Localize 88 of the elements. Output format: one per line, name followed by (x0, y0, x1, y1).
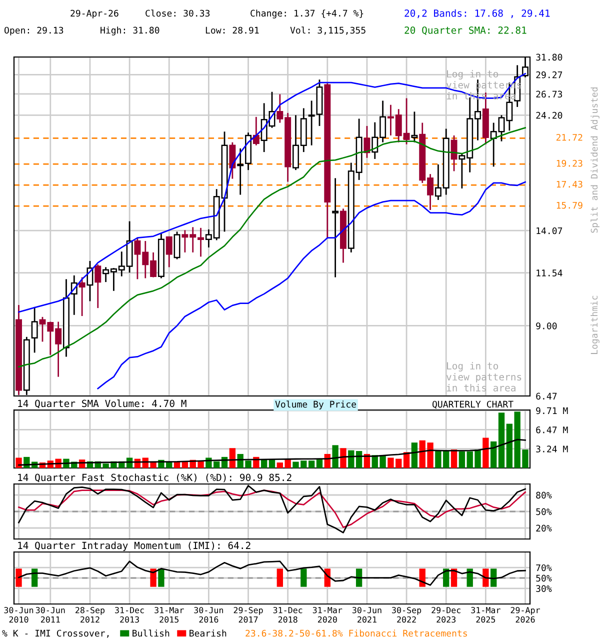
bar (340, 448, 346, 468)
bar (16, 458, 22, 468)
x-tick-label: 30-Jun 2021 (352, 606, 382, 623)
y-tick-label: 80% (536, 492, 552, 499)
x-tick-label: 31-Mar 2025 (471, 606, 500, 623)
text: Close: 30.33 (146, 10, 210, 17)
text: QUARTERLY CHART (432, 400, 514, 409)
text: Logarithmic (590, 296, 600, 354)
candlestick (78, 276, 86, 317)
bar (411, 442, 418, 468)
y-tick-label: 29.27 (536, 71, 562, 78)
text: High: 31.80 (100, 26, 160, 36)
x-tick-label: 28-Sep 2012 (76, 606, 105, 623)
y-tick-label: 11.54 (536, 270, 562, 276)
ref-line-label: 17.43 (556, 180, 582, 188)
text: Volume By Price (275, 400, 356, 410)
bar (482, 438, 489, 468)
text: Vol: 3,115,355 (290, 26, 366, 35)
chart-title: 14 Quarter Fast Stochastic (%K) (%D): 90.9 85.2 (18, 474, 292, 482)
bar (308, 460, 315, 468)
text: Split and Dividend Adjusted (590, 87, 600, 233)
y-tick-label: 31.80 (536, 54, 562, 61)
bar (261, 460, 268, 468)
ref-line-label: 21.72 (556, 134, 582, 141)
x-tick-label: 30-Jun 2011 (36, 606, 65, 623)
legend-label: Bearish (190, 630, 226, 637)
x-tick-label: 29-Apr 2026 (510, 606, 540, 623)
y-tick-label: 9.71 M (536, 407, 568, 414)
y-tick-label: 3.24 M (536, 446, 568, 452)
x-tick-label: 31-Mar 2015 (154, 606, 184, 623)
ref-line-label: 15.79 (556, 202, 582, 209)
x-tick-label: 29-Sep 2017 (234, 606, 263, 623)
line-series (18, 438, 526, 466)
x-tick-label: 31-Mar 2020 (312, 606, 342, 623)
text: 20,2 Bands: 17.68 , 29.41 (404, 9, 550, 18)
candlestick (94, 264, 102, 309)
y-tick-label: 20% (536, 524, 552, 532)
y-tick-label: 50% (536, 508, 552, 516)
bar (458, 451, 466, 468)
candlestick (86, 260, 94, 302)
candlestick (364, 125, 370, 159)
chart-title: 14 Quarter SMA Volume: 4.70 M (18, 400, 186, 408)
chart-title: 14 Quarter Intraday Momentum (IMI): 64.2 (18, 542, 250, 551)
bar (253, 456, 260, 468)
bar (332, 445, 338, 468)
candlestick (174, 230, 180, 260)
line-series (18, 560, 526, 586)
candlestick (31, 306, 38, 354)
text: % K - IMI Crossover, (2, 630, 109, 638)
candlestick (229, 142, 236, 180)
x-tick-label: 31-Dec 2018 (273, 606, 302, 623)
text: Low: 28.91 (206, 26, 259, 34)
text: 20 Quarter SMA: 22.81 (404, 26, 526, 35)
x-tick-label: 30-Sep 2022 (392, 606, 422, 623)
text: Change: 1.37 {+4.7 %} (250, 10, 364, 18)
y-tick-label: 50% (536, 574, 552, 582)
legend-label: Bullish (132, 630, 170, 637)
bar (498, 412, 505, 468)
line-series (18, 490, 526, 528)
text: 23.6-38.2-50-61.8% Fibonacci Retracements (246, 630, 467, 637)
candlestick (450, 134, 458, 172)
bar (316, 460, 323, 468)
y-tick-label: 14.07 (536, 227, 562, 234)
y-tick-label: 30% (536, 585, 552, 592)
candlestick (332, 177, 339, 278)
x-tick-label: 30-Jun 2016 (194, 606, 223, 623)
candlestick (411, 110, 418, 144)
ref-line-label: 19.23 (556, 160, 582, 167)
y-tick-label: 6.47 M (536, 426, 568, 434)
text: 29-Apr-26 (70, 10, 118, 18)
line-series (97, 181, 526, 390)
y-tick-label: 6.47 (536, 392, 557, 400)
y-tick-label: 9.00 (536, 322, 557, 330)
candlestick (237, 148, 244, 196)
annotation: Log in to view patterns in this area (446, 362, 522, 392)
x-tick-label: 29-Dec 2023 (432, 606, 460, 623)
text: Open: 29.13 (4, 26, 64, 36)
candlestick (166, 236, 172, 268)
bar (490, 441, 497, 468)
bar (229, 448, 236, 468)
bar (268, 460, 276, 468)
candlestick (252, 116, 260, 146)
y-tick-label: 26.73 (536, 90, 562, 98)
x-tick-label: 30-Jun 2010 (4, 606, 34, 623)
x-tick-label: 31-Dec 2013 (115, 606, 144, 623)
y-tick-label: 70% (536, 564, 552, 572)
bar (506, 424, 513, 468)
y-tick-label: 24.20 (536, 112, 562, 119)
